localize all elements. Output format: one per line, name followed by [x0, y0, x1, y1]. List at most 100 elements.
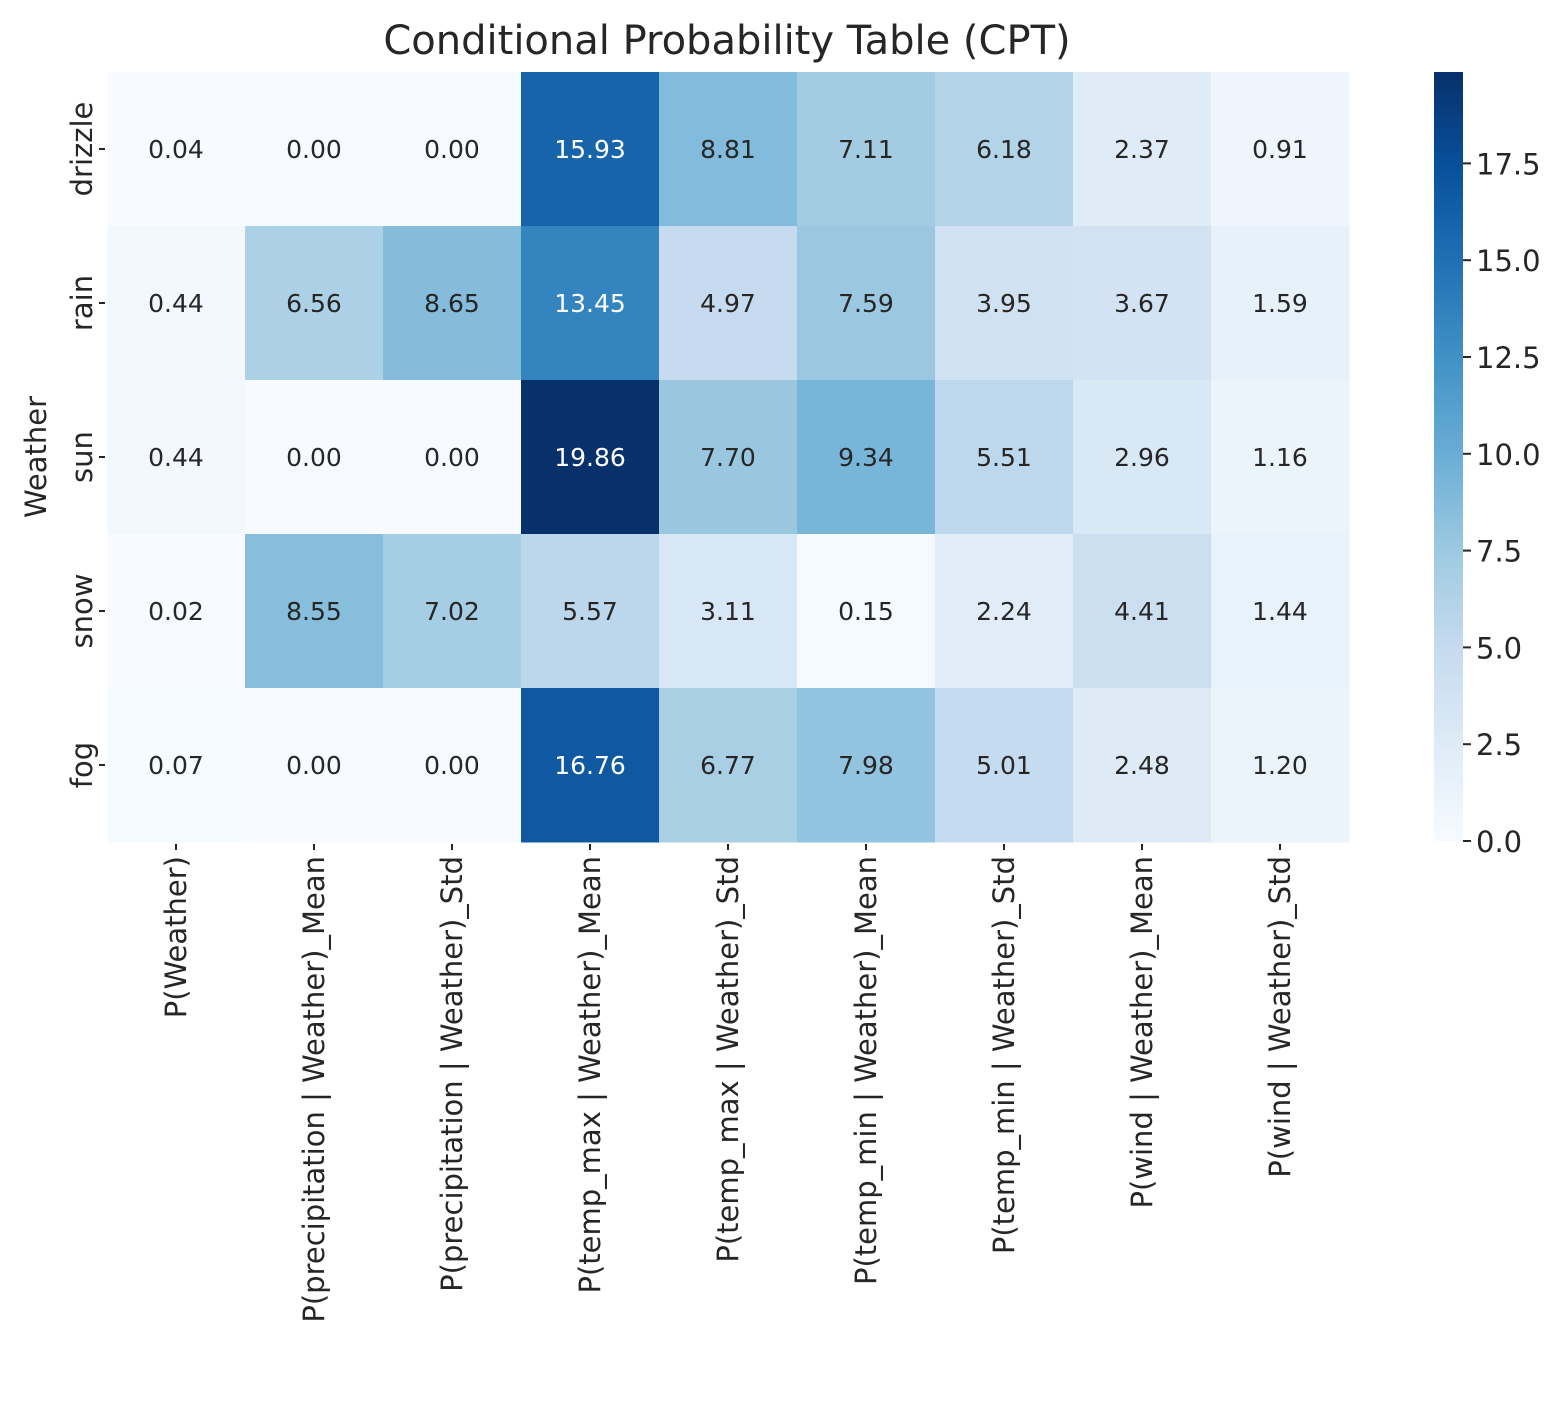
cell-value-label: 5.01	[976, 751, 1032, 780]
cell-value-label: 19.86	[554, 443, 626, 472]
heatmap-cell	[245, 688, 384, 843]
cell-value-label: 0.00	[424, 751, 480, 780]
heatmap-cell	[797, 72, 936, 227]
heatmap-cell	[797, 534, 936, 689]
cell-value-label: 8.65	[424, 289, 480, 318]
row-label: fog	[65, 742, 99, 788]
cell-value-label: 0.00	[424, 135, 480, 164]
heatmap-cell	[1073, 72, 1212, 227]
column-label: P(wind | Weather)_Mean	[1125, 856, 1159, 1209]
cell-value-label: 5.57	[562, 597, 618, 626]
heatmap-cell	[383, 226, 522, 381]
cell-value-label: 2.96	[1114, 443, 1170, 472]
cell-value-label: 0.00	[286, 751, 342, 780]
cell-value-label: 4.97	[700, 289, 756, 318]
cell-value-label: 1.20	[1252, 751, 1308, 780]
heatmap-cell	[107, 226, 246, 381]
cell-value-label: 0.00	[424, 443, 480, 472]
heatmap-cell	[797, 226, 936, 381]
column-label: P(temp_min | Weather)_Mean	[849, 856, 883, 1285]
heatmap-cell	[521, 688, 660, 843]
cell-value-label: 6.77	[700, 751, 756, 780]
cell-value-label: 1.59	[1252, 289, 1308, 318]
chart-title: Conditional Probability Table (CPT)	[383, 18, 1070, 64]
heatmap-cell	[797, 688, 936, 843]
row-label: snow	[65, 574, 99, 649]
cell-value-label: 1.16	[1252, 443, 1308, 472]
cell-value-label: 7.59	[838, 289, 894, 318]
heatmap-cell	[1211, 380, 1350, 535]
heatmap-cell	[1073, 534, 1212, 689]
heatmap-cell	[1211, 688, 1350, 843]
colorbar-tick-label: 17.5	[1476, 147, 1541, 181]
heatmap-cell	[935, 688, 1074, 843]
cell-value-label: 0.02	[148, 597, 204, 626]
row-label: sun	[65, 431, 99, 483]
column-label: P(precipitation | Weather)_Mean	[297, 856, 331, 1323]
heatmap-cell	[659, 380, 798, 535]
heatmap-cell	[659, 688, 798, 843]
cell-value-label: 6.56	[286, 289, 342, 318]
column-label: P(temp_min | Weather)_Std	[987, 856, 1021, 1254]
column-label: P(wind | Weather)_Std	[1263, 856, 1297, 1178]
heatmap-cell	[659, 226, 798, 381]
colorbar-gradient	[1434, 72, 1463, 841]
heatmap-cell	[1211, 72, 1350, 227]
cell-value-label: 0.07	[148, 751, 204, 780]
y-axis-label: Weather	[19, 396, 53, 518]
colorbar	[1434, 72, 1463, 841]
column-label: P(Weather)	[159, 856, 193, 1018]
cell-value-label: 13.45	[554, 289, 626, 318]
cell-value-label: 5.51	[976, 443, 1032, 472]
heatmap-cell	[521, 534, 660, 689]
cell-value-label: 2.48	[1114, 751, 1170, 780]
column-label: P(temp_max | Weather)_Std	[711, 856, 745, 1263]
cell-value-label: 0.44	[148, 443, 204, 472]
row-label: drizzle	[65, 102, 99, 197]
heatmap-cell	[245, 534, 384, 689]
colorbar-tick-label: 0.0	[1476, 825, 1522, 859]
heatmap-cell	[935, 72, 1074, 227]
cell-value-label: 2.37	[1114, 135, 1170, 164]
heatmap-cell	[521, 72, 660, 227]
heatmap-cell	[245, 226, 384, 381]
heatmap-cell	[383, 380, 522, 535]
heatmap-cell	[521, 226, 660, 381]
column-labels: P(Weather) P(precipitation | Weather)_Mea…	[159, 844, 1297, 1323]
cell-value-label: 15.93	[554, 135, 626, 164]
cell-value-label: 9.34	[838, 443, 894, 472]
heatmap-cell	[1073, 688, 1212, 843]
colorbar-tick-label: 7.5	[1476, 535, 1522, 569]
cell-value-label: 0.00	[286, 443, 342, 472]
column-label: P(temp_max | Weather)_Mean	[573, 856, 607, 1294]
cell-value-label: 7.98	[838, 751, 894, 780]
heatmap-cell	[521, 380, 660, 535]
cell-value-label: 1.44	[1252, 597, 1308, 626]
heatmap-cell	[797, 380, 936, 535]
heatmap-cell	[383, 72, 522, 227]
cell-value-label: 7.70	[700, 443, 756, 472]
cell-value-label: 0.00	[286, 135, 342, 164]
cell-value-label: 8.81	[700, 135, 756, 164]
heatmap-cell	[107, 688, 246, 843]
cell-value-label: 6.18	[976, 135, 1032, 164]
heatmap-cell	[245, 72, 384, 227]
cell-value-label: 2.24	[976, 597, 1032, 626]
colorbar-tick-label: 2.5	[1476, 728, 1522, 762]
heatmap-cell	[107, 72, 246, 227]
heatmap-cell	[935, 380, 1074, 535]
heatmap-cell	[659, 534, 798, 689]
cell-value-label: 4.41	[1114, 597, 1170, 626]
heatmap-cell	[245, 380, 384, 535]
cell-value-label: 16.76	[554, 751, 626, 780]
row-label: rain	[65, 275, 99, 331]
cell-value-label: 7.02	[424, 597, 480, 626]
cell-value-label: 3.67	[1114, 289, 1170, 318]
column-label: P(precipitation | Weather)_Std	[435, 856, 469, 1292]
heatmap-cell	[659, 72, 798, 227]
colorbar-tick-label: 15.0	[1476, 244, 1541, 278]
heatmap-cell	[1211, 534, 1350, 689]
cell-value-label: 8.55	[286, 597, 342, 626]
heatmap-cells: 0.04 0.00 0.00 15.93 8.81 7.11 6.18 2.37 0.91 0.4…	[107, 72, 1350, 843]
